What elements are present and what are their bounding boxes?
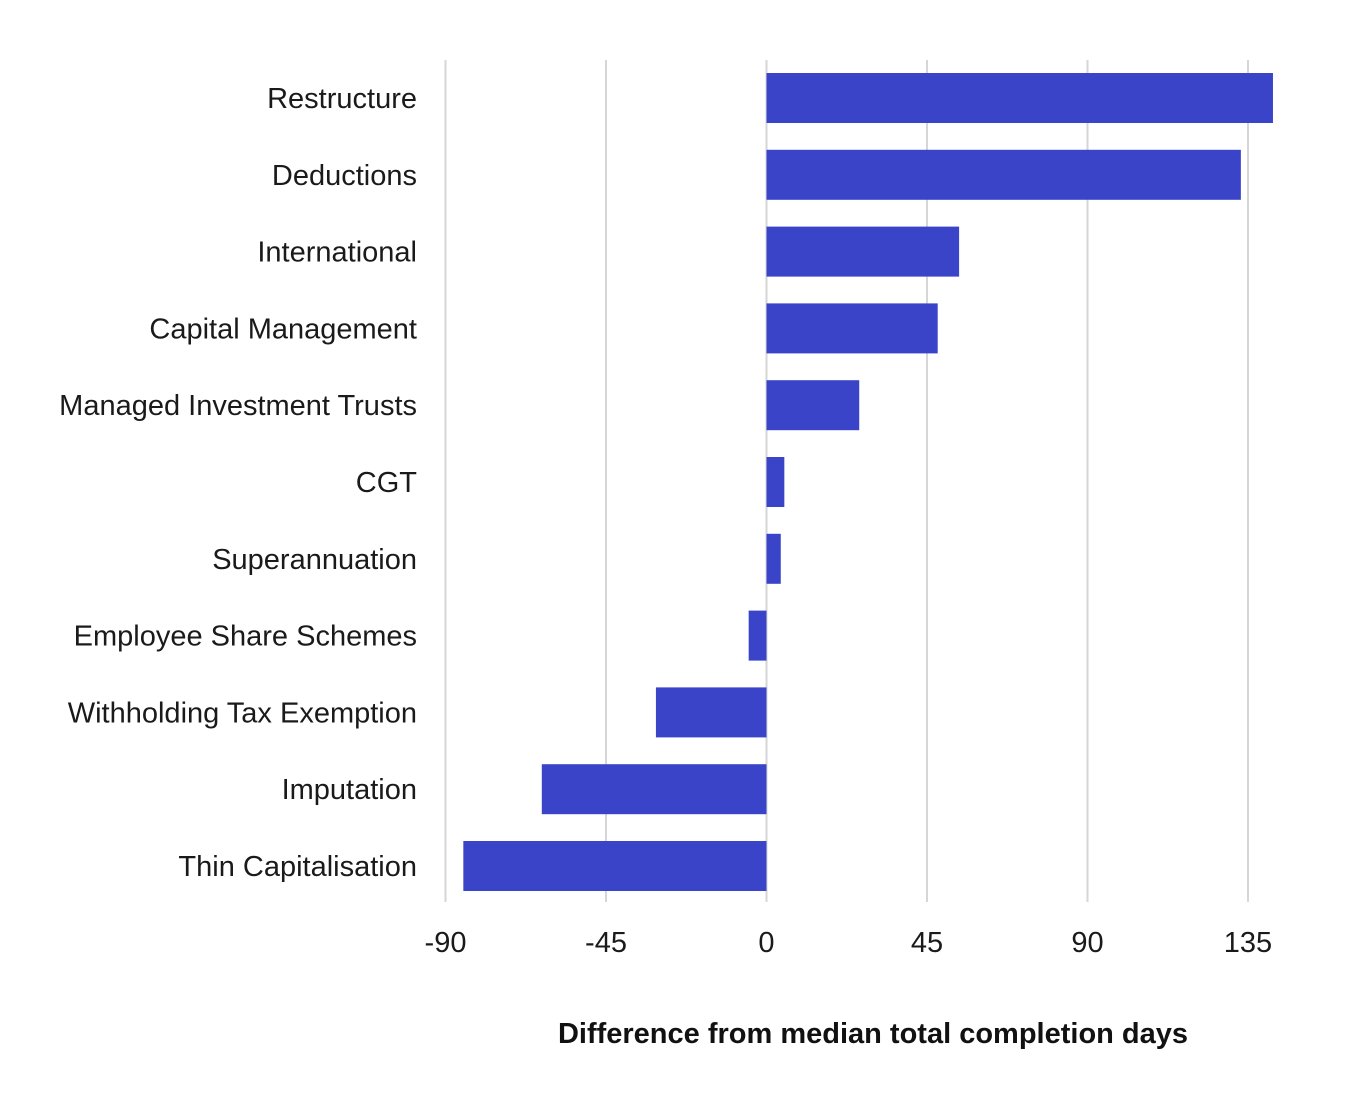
x-tick-label: -90 bbox=[425, 927, 467, 959]
category-label: Deductions bbox=[272, 160, 417, 192]
bar bbox=[766, 457, 785, 507]
x-tick-label: 45 bbox=[911, 927, 943, 959]
bar bbox=[541, 764, 767, 815]
x-tick-label: 135 bbox=[1224, 927, 1272, 959]
bar bbox=[463, 841, 767, 891]
category-label: Imputation bbox=[282, 774, 417, 806]
category-label: Restructure bbox=[267, 83, 417, 115]
category-label: Employee Share Schemes bbox=[74, 621, 417, 653]
bar bbox=[766, 73, 1273, 123]
bar bbox=[766, 303, 938, 354]
category-label: Capital Management bbox=[149, 313, 417, 345]
bar bbox=[766, 149, 1241, 200]
category-label: International bbox=[257, 237, 417, 269]
bar bbox=[748, 610, 767, 661]
x-tick-label: 90 bbox=[1071, 927, 1103, 959]
category-label: Withholding Tax Exemption bbox=[68, 697, 417, 729]
category-label: Managed Investment Trusts bbox=[59, 390, 417, 422]
x-tick-labels: -90 -45 0 45 90 135 bbox=[425, 927, 1273, 959]
bar bbox=[766, 226, 960, 277]
bar bbox=[766, 533, 781, 584]
category-labels: Restructure Deductions International Capita… bbox=[59, 83, 417, 883]
bar bbox=[766, 380, 860, 431]
category-label: CGT bbox=[356, 467, 418, 499]
category-label: Superannuation bbox=[212, 544, 417, 576]
x-tick-label: -45 bbox=[585, 927, 627, 959]
x-axis-title: Difference from median total completion … bbox=[558, 1018, 1188, 1050]
x-tick-label: 0 bbox=[758, 927, 774, 959]
bar bbox=[655, 687, 767, 738]
bars bbox=[463, 73, 1273, 891]
category-label: Thin Capitalisation bbox=[178, 851, 417, 883]
